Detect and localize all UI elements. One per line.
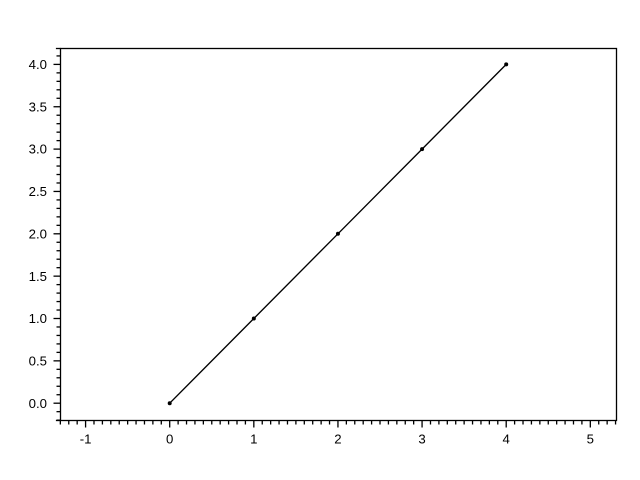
svg-text:1: 1 <box>250 431 257 446</box>
svg-text:0.5: 0.5 <box>29 353 47 368</box>
svg-text:-1: -1 <box>80 431 92 446</box>
svg-text:2: 2 <box>334 431 341 446</box>
svg-text:1.5: 1.5 <box>29 269 47 284</box>
svg-text:0.0: 0.0 <box>29 396 47 411</box>
svg-text:2.5: 2.5 <box>29 184 47 199</box>
svg-text:1.0: 1.0 <box>29 311 47 326</box>
svg-text:5: 5 <box>587 431 594 446</box>
svg-text:0: 0 <box>166 431 173 446</box>
svg-text:4.0: 4.0 <box>29 57 47 72</box>
svg-text:2.0: 2.0 <box>29 226 47 241</box>
svg-text:4: 4 <box>503 431 510 446</box>
svg-text:3.5: 3.5 <box>29 99 47 114</box>
svg-text:3: 3 <box>418 431 425 446</box>
svg-text:3.0: 3.0 <box>29 142 47 157</box>
